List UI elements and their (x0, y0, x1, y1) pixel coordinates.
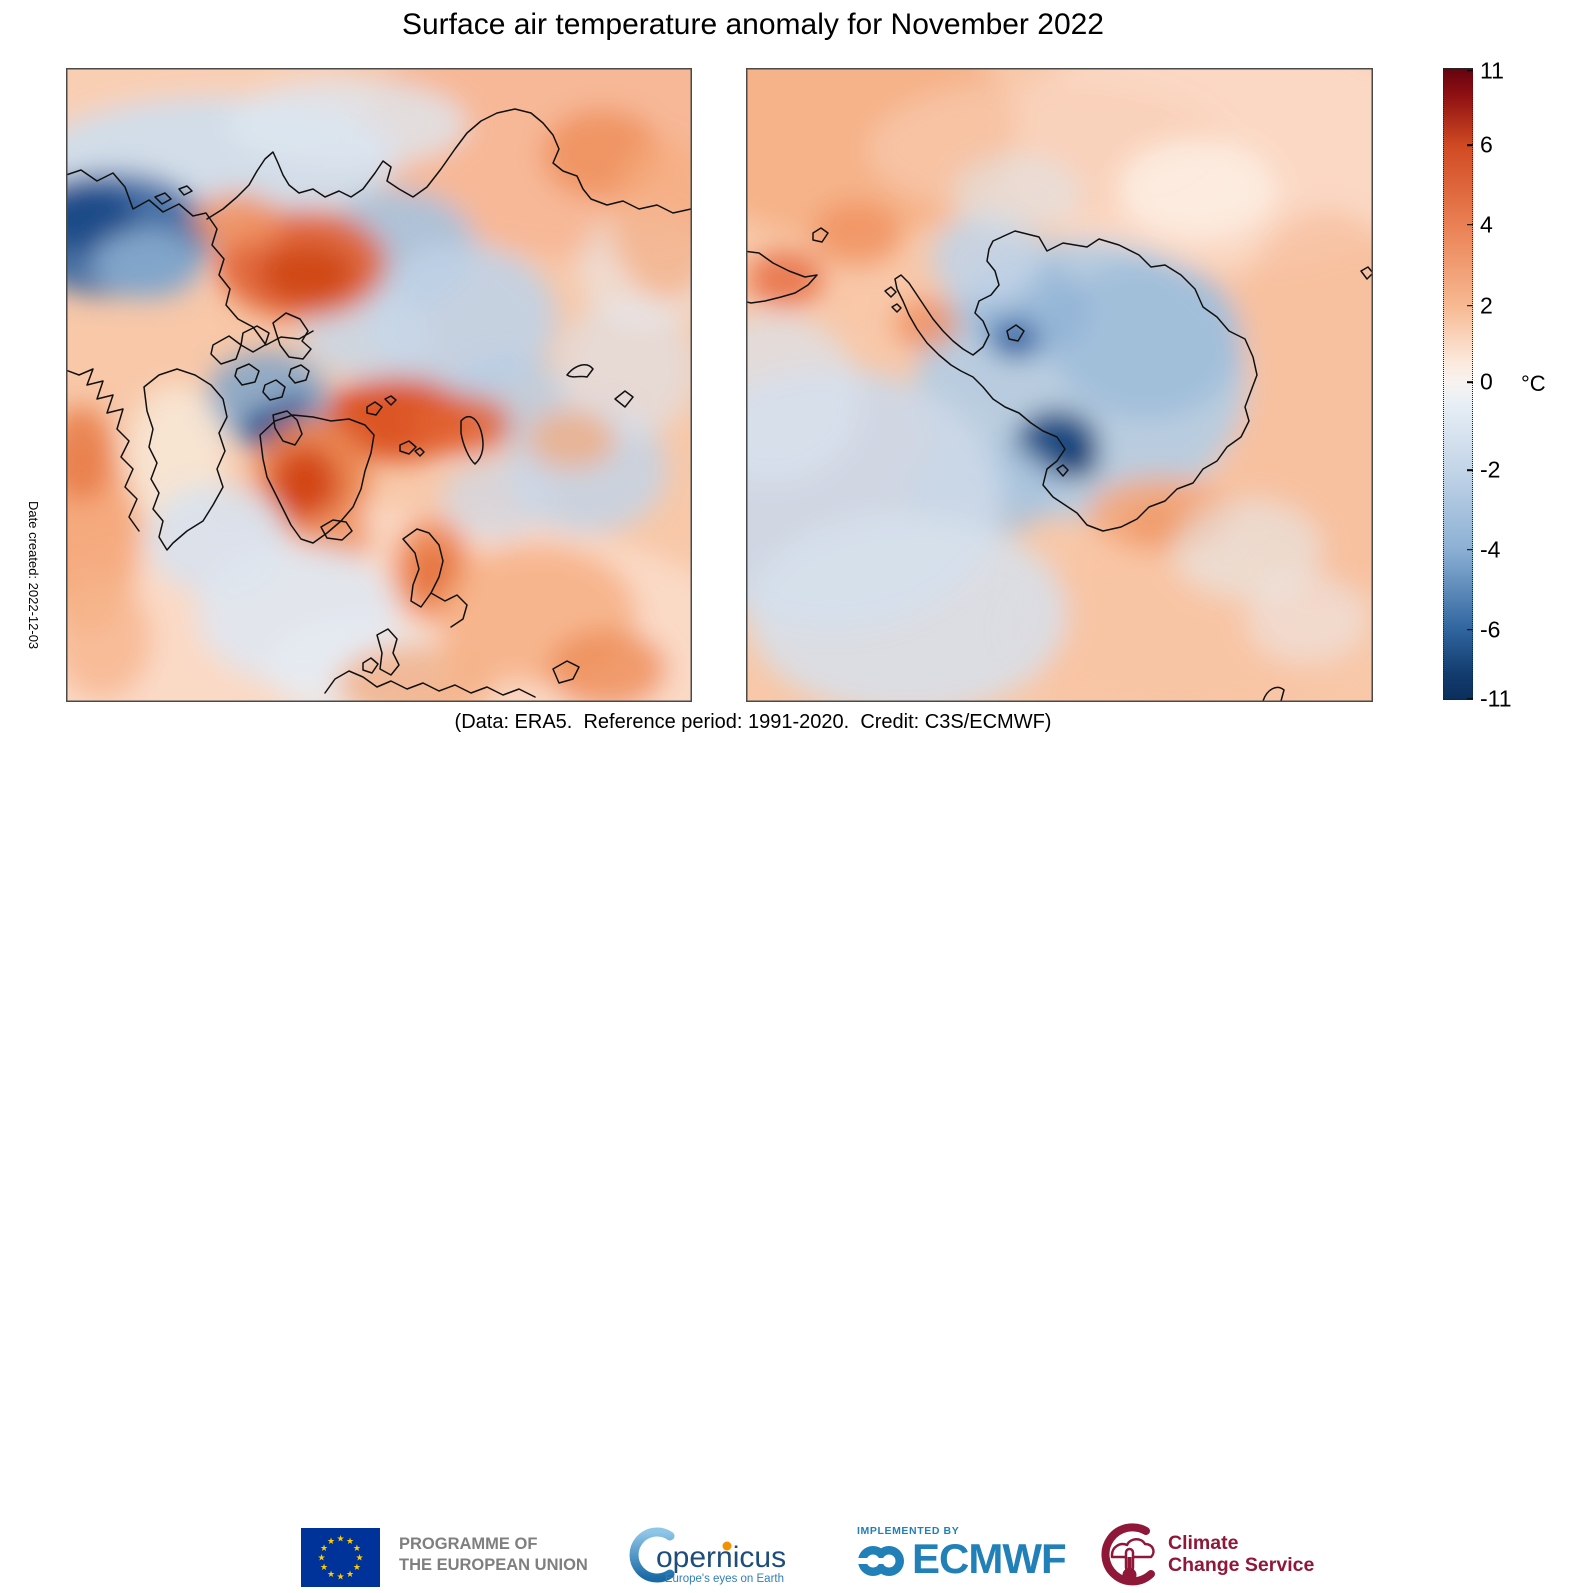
date-created-label: Date created: 2022-12-03 (26, 501, 41, 650)
colorbar-tick-mark (1467, 223, 1473, 226)
svg-text:★: ★ (346, 1570, 354, 1580)
copernicus-wordmark: opernicus (656, 1541, 786, 1574)
eu-programme-label: PROGRAMME OF THE EUROPEAN UNION (399, 1535, 588, 1574)
svg-text:★: ★ (353, 1544, 361, 1554)
map-panel-antarctic (746, 68, 1373, 702)
colorbar-tick-mark (1467, 69, 1473, 72)
copernicus-tagline: Europe's eyes on Earth (665, 1573, 784, 1585)
colorbar: 11 6 4 2 0 -2 -4 -6 -11 (1443, 57, 1512, 711)
colorbar-unit: °C (1521, 371, 1546, 396)
colorbar-tick-label: -2 (1480, 456, 1501, 483)
svg-text:★: ★ (353, 1563, 361, 1573)
copernicus-logo: opernicus Europe's eyes on Earth (629, 1527, 786, 1585)
copernicus-orange-dot-icon (722, 1541, 732, 1551)
colorbar-tick-mark (1467, 548, 1473, 551)
colorbar-tick-label: -6 (1480, 616, 1501, 643)
svg-text:★: ★ (327, 1570, 335, 1580)
eu-flag-icon: ★ ★★ ★★★ ★★★ ★★★ (301, 1528, 380, 1587)
svg-text:★: ★ (317, 1554, 325, 1564)
arctic-coastlines (67, 108, 691, 698)
colorbar-tick-label: -11 (1480, 685, 1512, 712)
caption: (Data: ERA5. Reference period: 1991-2020… (454, 711, 1052, 733)
colorbar-tick-label: 2 (1480, 292, 1493, 319)
svg-text:★: ★ (336, 1535, 344, 1545)
antarctic-anomaly-map (747, 69, 1372, 701)
antarctic-anomaly-field (747, 69, 1372, 701)
colorbar-tick-mark (1467, 381, 1473, 383)
c3s-icon (1101, 1523, 1155, 1586)
colorbar-gradient (1443, 68, 1473, 700)
colorbar-tick-mark (1467, 629, 1473, 631)
colorbar-tick-mark (1467, 304, 1473, 307)
ecmwf-icon (856, 1546, 904, 1576)
svg-text:★: ★ (336, 1573, 344, 1583)
svg-text:★: ★ (355, 1554, 363, 1564)
colorbar-tick-label: -4 (1480, 536, 1501, 563)
antarctic-coastlines (747, 227, 1372, 701)
colorbar-tick-label: 4 (1480, 211, 1493, 238)
page-title: Surface air temperature anomaly for Nove… (401, 8, 1104, 41)
colorbar-tick-label: 11 (1480, 57, 1504, 84)
colorbar-tick-mark (1467, 697, 1473, 700)
ecmwf-wordmark: ECMWF (912, 1535, 1067, 1582)
map-panel-arctic (66, 68, 692, 702)
arctic-anomaly-map (67, 69, 691, 701)
colorbar-tick-mark (1467, 469, 1473, 471)
colorbar-tick-label: 6 (1480, 131, 1493, 158)
c3s-label: Climate Change Service (1168, 1532, 1315, 1576)
colorbar-tick-mark (1467, 144, 1473, 146)
svg-text:★: ★ (320, 1563, 328, 1573)
svg-text:★: ★ (327, 1537, 335, 1547)
colorbar-tick-label: 0 (1480, 368, 1493, 395)
logo-row: ★ ★ ★ ★ ★ ★ ★ ★ ★ ★ ★ ★ PROGRAMME OF THE EUROPEA… (0, 755, 1591, 1587)
arctic-anomaly-field (67, 69, 691, 701)
